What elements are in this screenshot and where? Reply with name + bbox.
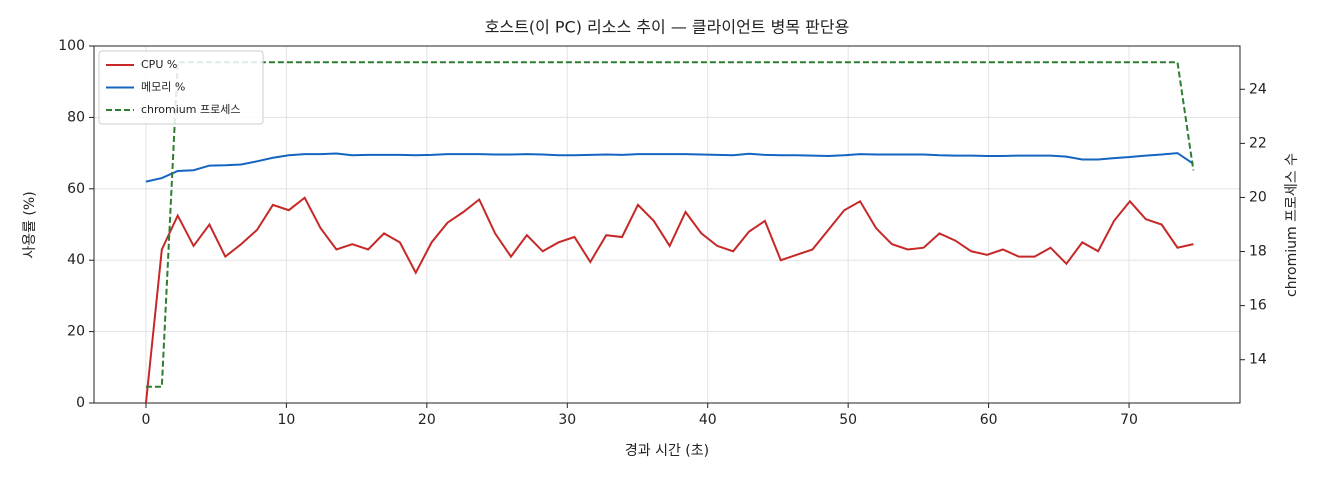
y-tick-label: 100	[58, 38, 85, 54]
x-tick-label: 70	[1120, 412, 1138, 428]
y-tick-label: 80	[67, 109, 85, 125]
x-tick-label: 50	[839, 412, 857, 428]
x-tick-label: 20	[418, 412, 436, 428]
y2-tick-label: 24	[1249, 81, 1267, 97]
y-tick-label: 20	[67, 324, 85, 340]
series-line	[145, 152, 1194, 183]
plot-frame	[93, 45, 1241, 404]
y2-tick-label: 16	[1249, 298, 1267, 314]
y-tick-label: 60	[67, 181, 85, 197]
legend-label: 메모리 %	[141, 81, 185, 94]
x-tick-label: 30	[558, 412, 576, 428]
y-tick-label: 40	[67, 252, 85, 268]
y2-tick-label: 14	[1249, 352, 1267, 368]
y2-tick-label: 22	[1249, 135, 1267, 151]
legend-label: CPU %	[141, 58, 177, 71]
x-tick-label: 60	[980, 412, 998, 428]
y2-tick-label: 18	[1249, 244, 1267, 260]
series-line	[145, 61, 1195, 388]
chart-title: 호스트(이 PC) 리소스 추이 — 클라이언트 병목 판단용	[485, 18, 850, 37]
x-tick-label: 10	[277, 412, 295, 428]
x-tick-label: 0	[142, 412, 151, 428]
y-axis-label: 사용률 (%)	[22, 191, 38, 258]
series-line	[144, 196, 1194, 404]
x-tick-label: 40	[699, 412, 717, 428]
y2-tick-label: 20	[1249, 189, 1267, 205]
legend-label: chromium 프로세스	[141, 103, 240, 116]
y2-axis-label: chromium 프로세스 수	[1284, 153, 1300, 297]
x-axis-label: 경과 시간 (초)	[625, 443, 709, 459]
legend-box	[98, 50, 264, 125]
y-tick-label: 0	[76, 395, 85, 411]
